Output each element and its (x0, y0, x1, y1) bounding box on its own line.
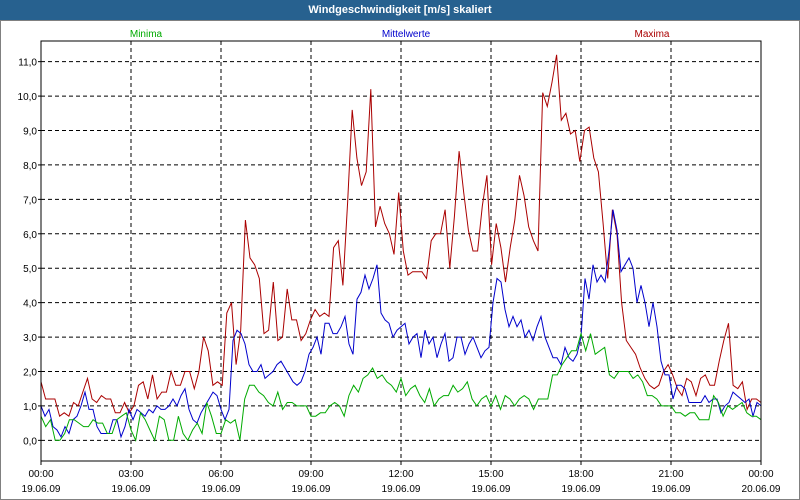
x-tick-time: 03:00 (118, 469, 143, 480)
x-tick-date: 20.06.09 (742, 484, 781, 495)
series-line-mean (40, 209, 762, 439)
x-tick-time: 12:00 (388, 469, 413, 480)
x-tick-date: 19.06.09 (22, 484, 61, 495)
x-tick-time: 21:00 (658, 469, 683, 480)
y-tick-label: 11,0 (18, 58, 37, 69)
x-axis-ticks: 00:00 19.06.09 03:00 19.06.09 06:00 19.06.09 0… (22, 461, 781, 495)
x-tick-date: 19.06.09 (112, 484, 151, 495)
window-title-bar: Windgeschwindigkeit [m/s] skaliert (0, 0, 800, 20)
x-tick-time: 06:00 (208, 469, 233, 480)
series-line-min (40, 331, 762, 442)
legend-maxima: Maxima (634, 29, 669, 40)
y-tick-label: 6,0 (23, 230, 37, 241)
y-tick-label: 9,0 (23, 127, 37, 138)
chart-frame: 0,0 1,0 2,0 3,0 4,0 5,0 6,0 7,0 8,0 9,0 10,0 11,0 0… (0, 20, 800, 500)
x-tick-date: 19.06.09 (202, 484, 241, 495)
y-axis-ticks: 0,0 1,0 2,0 3,0 4,0 5,0 6,0 7,0 8,0 9,0 10,0 11,0 (18, 58, 41, 447)
x-tick-time: 00:00 (748, 469, 773, 480)
y-tick-label: 8,0 (23, 161, 37, 172)
x-tick-date: 19.06.09 (472, 484, 511, 495)
x-tick-date: 19.06.09 (382, 484, 421, 495)
series-lines (40, 54, 762, 442)
plot-area-border (40, 40, 762, 462)
x-tick-date: 19.06.09 (562, 484, 601, 495)
series-line-max (40, 54, 762, 418)
x-tick-time: 00:00 (28, 469, 53, 480)
x-tick-date: 19.06.09 (292, 484, 331, 495)
y-tick-label: 0,0 (23, 436, 37, 447)
legend-minima: Minima (130, 29, 163, 40)
x-tick-date: 19.06.09 (652, 484, 691, 495)
y-tick-label: 4,0 (23, 299, 37, 310)
wind-speed-chart: 0,0 1,0 2,0 3,0 4,0 5,0 6,0 7,0 8,0 9,0 10,0 11,0 0… (18, 29, 781, 495)
y-tick-label: 1,0 (23, 402, 37, 413)
y-tick-label: 5,0 (23, 264, 37, 275)
x-tick-time: 09:00 (298, 469, 323, 480)
y-tick-label: 3,0 (23, 333, 37, 344)
y-tick-label: 10,0 (18, 92, 38, 103)
y-tick-label: 2,0 (23, 367, 37, 378)
window-title: Windgeschwindigkeit [m/s] skaliert (308, 4, 492, 16)
grid-lines (41, 41, 761, 461)
y-tick-label: 7,0 (23, 195, 37, 206)
x-tick-time: 18:00 (568, 469, 593, 480)
x-tick-time: 15:00 (478, 469, 503, 480)
legend-mittelwerte: Mittelwerte (382, 29, 431, 40)
